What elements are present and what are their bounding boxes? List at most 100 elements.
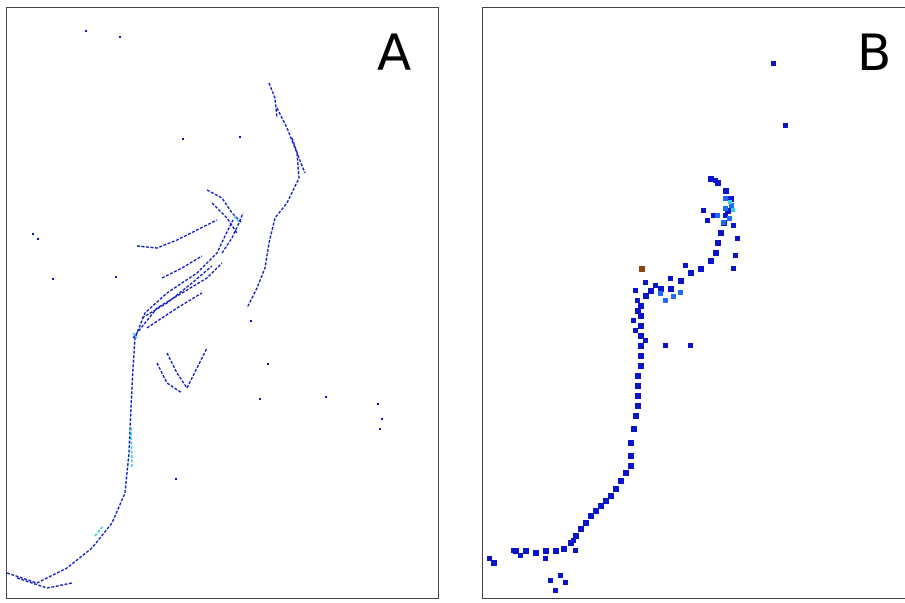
streak-a bbox=[206, 189, 243, 224]
block-b bbox=[688, 270, 694, 276]
panel-label-b: B bbox=[857, 24, 892, 82]
block-b bbox=[771, 61, 776, 66]
block-b bbox=[728, 196, 734, 202]
block-b bbox=[638, 333, 644, 339]
streak-a bbox=[291, 137, 306, 174]
block-b bbox=[633, 413, 639, 419]
block-b bbox=[613, 486, 619, 492]
block-b bbox=[648, 288, 654, 294]
block-b bbox=[573, 533, 579, 539]
streak-a bbox=[221, 212, 244, 254]
block-b bbox=[571, 538, 576, 543]
block-b bbox=[588, 513, 594, 519]
block-b bbox=[533, 550, 539, 556]
block-b bbox=[718, 230, 724, 236]
block-b bbox=[731, 266, 736, 271]
block-b-mid bbox=[721, 220, 726, 225]
block-b bbox=[618, 478, 624, 484]
dot-a bbox=[175, 478, 177, 480]
block-b bbox=[638, 353, 644, 359]
density-map-b bbox=[487, 61, 788, 593]
block-b bbox=[631, 318, 636, 323]
streak-a bbox=[156, 362, 183, 394]
block-b-high bbox=[728, 200, 732, 204]
block-b bbox=[511, 548, 516, 553]
block-b bbox=[573, 548, 578, 553]
block-b bbox=[643, 280, 648, 285]
block-b bbox=[543, 556, 548, 561]
block-b bbox=[658, 286, 664, 292]
block-b-mid bbox=[671, 294, 676, 299]
block-b bbox=[683, 263, 688, 268]
block-b bbox=[668, 276, 673, 281]
streak-a bbox=[146, 292, 203, 329]
block-b bbox=[643, 338, 648, 343]
block-b-mid bbox=[663, 298, 668, 303]
block-b bbox=[638, 313, 644, 319]
streak-a bbox=[268, 82, 278, 119]
block-b-mid bbox=[658, 291, 663, 296]
block-b bbox=[715, 240, 721, 246]
block-b bbox=[713, 250, 719, 256]
streak-a bbox=[246, 107, 300, 309]
block-b bbox=[638, 303, 644, 309]
block-b bbox=[628, 453, 634, 459]
streak-a bbox=[161, 255, 203, 279]
block-b bbox=[638, 363, 644, 369]
block-b-mid bbox=[727, 216, 732, 221]
block-b bbox=[711, 213, 716, 218]
block-b bbox=[635, 383, 641, 389]
block-b bbox=[603, 498, 609, 504]
block-b-mid bbox=[723, 196, 728, 201]
block-b bbox=[628, 440, 634, 446]
streak-a bbox=[136, 219, 218, 249]
block-b bbox=[638, 343, 644, 349]
dot-a bbox=[115, 276, 117, 278]
block-b bbox=[635, 308, 641, 314]
dot-a bbox=[381, 418, 383, 420]
block-b bbox=[731, 223, 736, 228]
streak-a bbox=[141, 265, 213, 319]
block-b bbox=[608, 493, 614, 499]
block-b bbox=[518, 553, 523, 558]
block-b bbox=[663, 343, 668, 348]
block-b bbox=[708, 176, 714, 182]
block-b bbox=[635, 403, 641, 409]
block-b bbox=[598, 503, 604, 509]
block-b bbox=[735, 236, 740, 241]
block-b bbox=[558, 573, 563, 578]
dot-a bbox=[259, 398, 261, 400]
block-b bbox=[653, 283, 658, 288]
dot-a bbox=[250, 320, 252, 322]
block-b-mid bbox=[729, 203, 734, 208]
block-b bbox=[708, 258, 714, 264]
streak-a bbox=[132, 262, 223, 339]
block-b bbox=[553, 588, 558, 593]
block-b bbox=[583, 520, 589, 526]
dot-a bbox=[52, 278, 54, 280]
block-b bbox=[543, 548, 549, 554]
streak-a-high bbox=[130, 427, 133, 469]
dot-a bbox=[377, 403, 379, 405]
map-panel-a: A bbox=[6, 7, 439, 599]
block-b bbox=[783, 123, 788, 128]
dot-a bbox=[32, 233, 34, 235]
block-b-mid bbox=[715, 213, 720, 218]
panel-label-a: A bbox=[377, 24, 412, 82]
block-b bbox=[553, 548, 559, 554]
dot-a bbox=[182, 138, 184, 140]
streak-a bbox=[166, 347, 208, 389]
block-b bbox=[723, 188, 729, 194]
dot-a bbox=[119, 36, 121, 38]
block-b bbox=[701, 208, 706, 213]
block-b bbox=[688, 343, 693, 348]
block-b bbox=[668, 286, 674, 292]
block-b bbox=[633, 328, 638, 333]
streak-a-high bbox=[233, 215, 240, 223]
block-b bbox=[635, 298, 640, 303]
block-b-outlier bbox=[639, 266, 645, 272]
block-b bbox=[623, 470, 629, 476]
map-panel-b: B bbox=[482, 7, 905, 599]
block-b bbox=[633, 288, 638, 293]
block-b bbox=[723, 213, 728, 218]
